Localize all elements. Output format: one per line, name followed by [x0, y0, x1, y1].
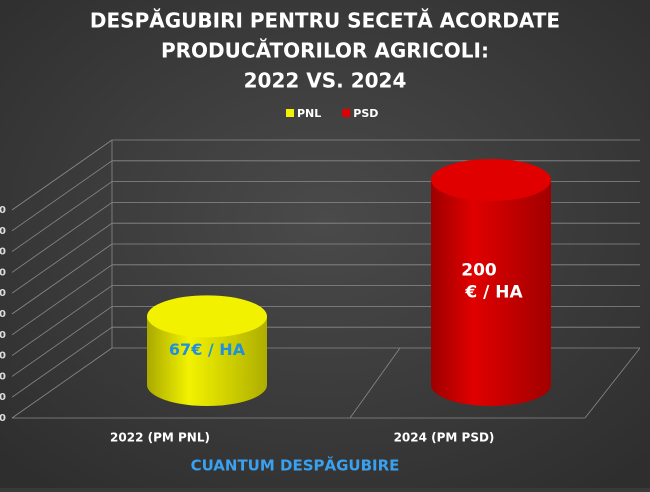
x-tick-label: 2022 (PM PNL)	[110, 431, 210, 445]
y-tick-label: 180	[0, 226, 6, 237]
grid-line-depth	[11, 306, 113, 377]
y-tick-label: 100	[0, 309, 6, 320]
value-label: 67€ / HA	[169, 340, 246, 359]
title-line: PRODUCĂTORILOR AGRICOLI:	[161, 39, 489, 63]
grid-line-depth	[11, 160, 113, 232]
x-tick-label: 2024 (PM PSD)	[394, 431, 495, 445]
cylinder-top	[431, 159, 551, 201]
legend-swatch	[342, 109, 351, 117]
value-label-line: 200	[461, 261, 497, 281]
grid-line-depth	[11, 139, 113, 211]
cylinder	[431, 180, 551, 406]
y-tick-label: 200	[0, 205, 6, 216]
legend-label: PSD	[353, 107, 378, 120]
grid-line-depth	[11, 202, 113, 273]
x-axis-title: CUANTUM DESPĂGUBIRE	[191, 456, 400, 475]
y-tick-label: 140	[0, 267, 6, 278]
grid-line-depth	[11, 181, 113, 252]
grid-line-depth	[11, 264, 113, 336]
floor-edge	[584, 347, 641, 419]
floor-edge	[349, 347, 401, 419]
value-label-line: € / HA	[464, 283, 523, 303]
title: DESPĂGUBIRI PENTRU SECETĂ ACORDATE PRODUC…	[90, 9, 560, 93]
legend-label: PNL	[297, 107, 321, 120]
y-tick-label: 60	[0, 351, 6, 362]
value-label: 200 € / HA	[461, 261, 523, 303]
y-tick-label: 40	[0, 371, 6, 382]
grid-line-depth	[11, 222, 113, 294]
title-line: 2022 VS. 2024	[244, 69, 407, 93]
grid-line-depth	[11, 326, 113, 398]
y-tick-label: 160	[0, 247, 6, 258]
grid-line-depth	[11, 285, 113, 356]
y-tick-label: 20	[0, 392, 6, 403]
legend-swatch	[286, 109, 294, 117]
y-tick-label: 0	[0, 413, 6, 424]
y-tick-label: 80	[0, 330, 6, 341]
title-line: DESPĂGUBIRI PENTRU SECETĂ ACORDATE	[90, 9, 560, 33]
grid-line-depth	[11, 243, 113, 315]
y-tick-label: 120	[0, 288, 6, 299]
grid-line-depth	[11, 347, 113, 419]
cylinder-top	[147, 295, 267, 338]
cylinder	[147, 316, 267, 406]
